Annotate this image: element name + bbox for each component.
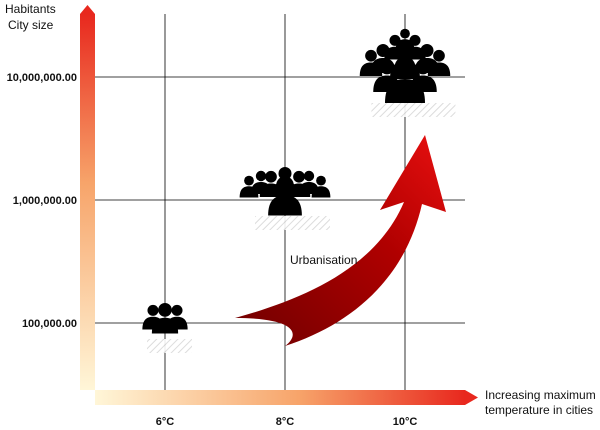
x-tick-label: 10°C (393, 416, 418, 428)
y-axis-arrow (80, 5, 95, 390)
y-tick-label: 100,000.00 (22, 318, 77, 330)
y-tick-labels: 100,000.00 1,000,000.00 10,000,000.00 (7, 72, 77, 330)
data-point-people-group-large (359, 28, 456, 117)
data-point-people-group-small (142, 303, 192, 353)
y-tick-label: 10,000,000.00 (7, 72, 77, 84)
y-tick-label: 1,000,000.00 (13, 195, 77, 207)
x-axis-title-line1: Increasing maximum (485, 388, 596, 402)
urbanisation-label: Urbanisation (290, 253, 357, 267)
data-point-people-group-medium (239, 167, 331, 230)
x-axis-arrow (95, 390, 478, 405)
urbanisation-arrow (235, 135, 446, 346)
x-axis-title-line2: temperature in cities (485, 403, 593, 417)
y-axis-title-line2: City size (8, 18, 54, 32)
data-markers (142, 28, 456, 353)
x-tick-label: 8°C (276, 416, 295, 428)
x-tick-label: 6°C (156, 416, 175, 428)
x-tick-labels: 6°C 8°C 10°C (156, 416, 418, 428)
y-axis-title-line1: Habitants (5, 2, 56, 16)
